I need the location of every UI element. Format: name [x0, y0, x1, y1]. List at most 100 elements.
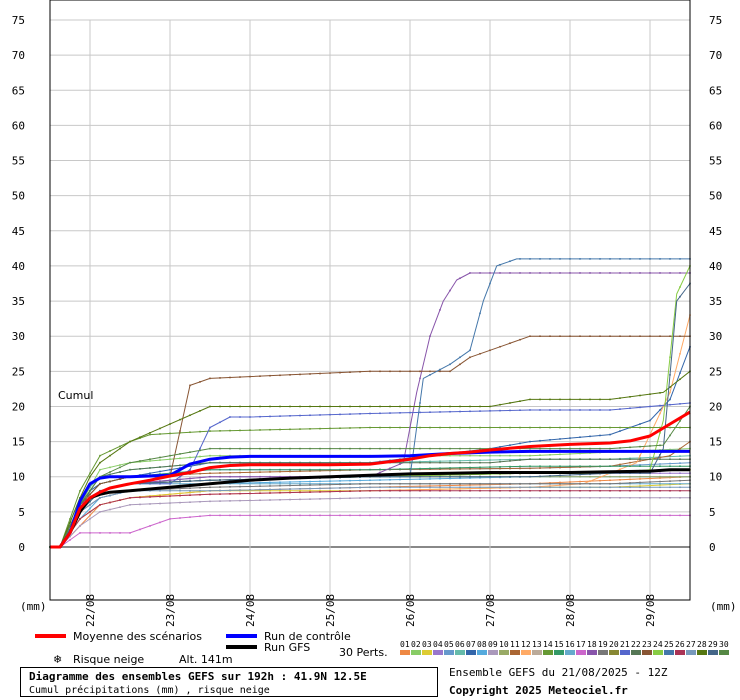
ensemble-member-dot [249, 375, 251, 378]
ensemble-member-dot [239, 405, 241, 408]
ensemble-member-dot [379, 514, 381, 517]
ensemble-member-dot [539, 467, 541, 469]
ensemble-member-dot [159, 494, 161, 496]
ensemble-member-dot [379, 479, 381, 481]
ensemble-member-dot [679, 475, 681, 478]
ensemble-member-dot [429, 497, 431, 499]
ensemble-member-dot [229, 429, 231, 432]
ensemble-member-dot [399, 447, 401, 450]
ensemble-member-dot [639, 475, 641, 478]
ensemble-member-dot [529, 458, 531, 460]
ensemble-member-dot [579, 409, 581, 411]
x-tick-label: 27/08 [484, 594, 497, 627]
ensemble-member-dot [119, 447, 121, 450]
ensemble-member-dot [149, 433, 151, 436]
ensemble-member-dot [489, 482, 491, 485]
y-tick-label-left: 15 [12, 436, 25, 449]
ensemble-member-dot [609, 447, 611, 450]
ensemble-member-dot [499, 426, 501, 429]
member-code-label: 21 [620, 640, 630, 649]
ensemble-member-dot [349, 479, 351, 482]
ensemble-member-dot [99, 511, 101, 513]
y-tick-label-right: 65 [709, 84, 722, 97]
ensemble-member-dot [99, 497, 101, 499]
ensemble-member-dot [299, 480, 301, 483]
ensemble-member-dot [479, 454, 481, 457]
member-color-swatch [477, 650, 487, 655]
ensemble-member-dot [609, 475, 611, 478]
ensemble-member-dot [229, 471, 231, 474]
ensemble-member-dot [339, 497, 341, 500]
ensemble-member-dot [119, 506, 121, 508]
ensemble-member-dot [499, 467, 501, 470]
member-color-swatch [664, 650, 674, 655]
ensemble-member-dot [259, 481, 261, 484]
ensemble-member-dot [299, 484, 301, 487]
ensemble-member-dot [149, 525, 151, 527]
ensemble-member-dot [389, 412, 391, 414]
ensemble-member-dot [469, 487, 471, 490]
member-color-swatch [455, 650, 465, 655]
ensemble-member-dot [79, 525, 81, 527]
ensemble-member-dot [109, 494, 111, 497]
ensemble-member-dot [479, 410, 481, 412]
ensemble-member-dot [169, 518, 171, 520]
ensemble-member-dot [459, 454, 461, 457]
ensemble-member-dot [269, 471, 271, 473]
ensemble-member-dot [549, 426, 551, 429]
ensemble-member-dot [679, 426, 681, 429]
ensemble-member-dot [599, 482, 601, 485]
ensemble-member-dot [649, 272, 651, 274]
member-color-swatch [631, 650, 641, 655]
ensemble-member-dot [569, 497, 571, 499]
ensemble-member-dot [459, 459, 461, 462]
ensemble-member-dot [79, 518, 81, 520]
ensemble-member-dot [519, 514, 521, 517]
ensemble-member-dot [659, 456, 661, 459]
ensemble-member-dot [379, 471, 381, 474]
ensemble-member-dot [529, 426, 531, 429]
ensemble-member-dot [459, 426, 461, 429]
ensemble-member-dot [499, 497, 501, 499]
ensemble-member-dot [449, 484, 451, 487]
ensemble-member-dot [539, 447, 541, 450]
ensemble-member-dot [349, 405, 351, 408]
ensemble-member-dot [479, 466, 481, 469]
ensemble-member-dot [409, 514, 411, 517]
ensemble-member-dot [419, 485, 421, 487]
ensemble-member-dot [209, 486, 211, 489]
ensemble-member-dot [599, 447, 601, 450]
ensemble-member-dot [679, 482, 681, 485]
ensemble-member-dot [449, 447, 451, 450]
ensemble-member-dot [609, 486, 611, 489]
ensemble-member-dot [569, 489, 571, 492]
x-tick-label: 26/08 [404, 594, 417, 627]
ensemble-member-dot [159, 466, 161, 468]
ensemble-member-dot [449, 489, 451, 492]
ensemble-member-dot [219, 430, 221, 432]
member-code-label: 22 [631, 640, 641, 649]
ensemble-member-dot [149, 467, 151, 469]
ensemble-member-dot [399, 426, 401, 429]
ensemble-member-dot [629, 514, 631, 517]
ensemble-member-dot [489, 476, 491, 479]
ensemble-member-dot [399, 468, 401, 470]
ensemble-member-dot [89, 504, 91, 506]
ensemble-member-dot [469, 468, 471, 470]
ensemble-member-dot [339, 487, 341, 489]
ensemble-member-dot [669, 475, 671, 478]
ensemble-member-dot [529, 467, 531, 470]
ensemble-member-dot [429, 514, 431, 517]
ensemble-member-dot [549, 439, 551, 441]
ensemble-member-dot [529, 409, 531, 411]
ensemble-member-dot [439, 368, 441, 371]
member-code-label: 27 [686, 640, 696, 649]
ensemble-member-dot [269, 415, 271, 418]
ensemble-member-dot [649, 465, 651, 467]
ensemble-member-dot [499, 454, 501, 457]
ensemble-member-dot [319, 414, 321, 416]
ensemble-member-dot [509, 460, 511, 462]
ensemble-member-dot [549, 447, 551, 450]
member-code-label: 10 [499, 640, 509, 649]
ensemble-member-dot [549, 475, 551, 477]
